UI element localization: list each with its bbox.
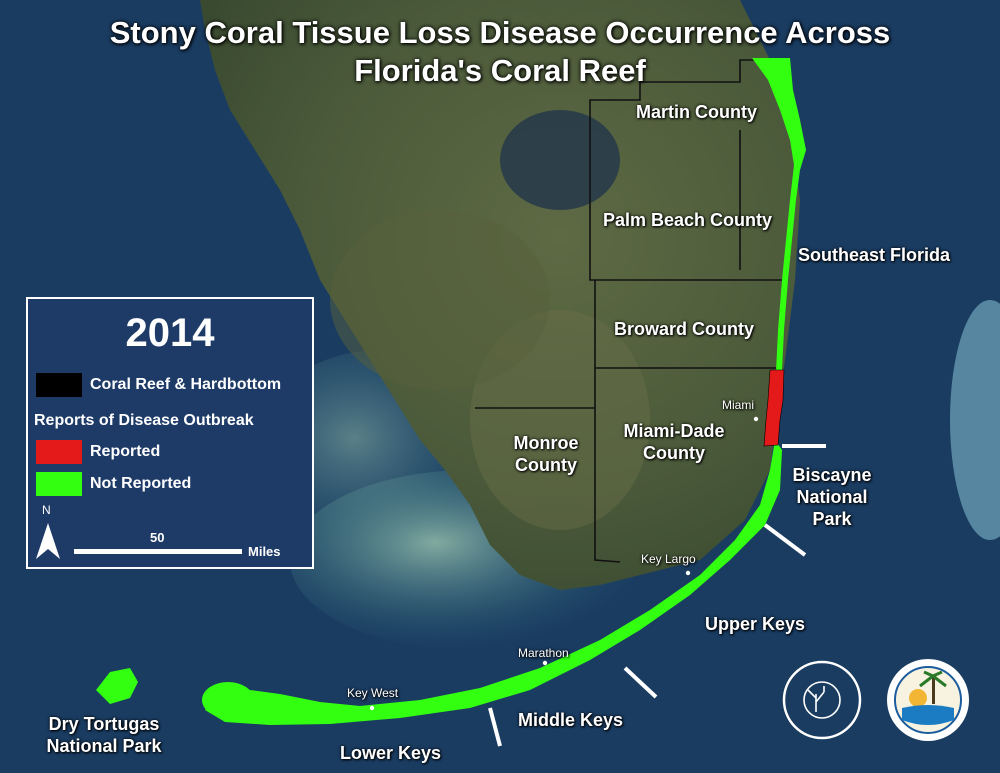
lower-keys-callout: [488, 707, 502, 747]
martin-boundary: [589, 59, 760, 130]
coral-reef-logo: [782, 660, 862, 740]
middle-keys-callout: [623, 666, 658, 699]
legend-swatch-reported: [36, 440, 82, 464]
lake-okeechobee: [500, 110, 620, 210]
bahamas-bank: [950, 300, 1000, 540]
fdep-logo: [887, 659, 969, 741]
scale-unit: Miles: [248, 544, 281, 559]
key-largo-marker: [685, 570, 691, 576]
title-line-1: Stony Coral Tissue Loss Disease Occurren…: [109, 15, 891, 50]
label-middle-keys: Middle Keys: [518, 710, 624, 730]
legend-reported-label: Reported: [90, 443, 161, 460]
north-label: N: [42, 503, 51, 517]
legend-swatch-reef: [36, 373, 82, 397]
key-west-marker: [369, 705, 375, 711]
miami-marker: [753, 416, 759, 422]
reef-tract-southeast: [752, 58, 806, 372]
label-palm-beach-county: Palm Beach County: [603, 210, 773, 230]
label-key-largo: Key Largo: [641, 552, 696, 566]
label-upper-keys: Upper Keys: [705, 614, 806, 634]
place-markers: [369, 416, 759, 711]
label-miami: Miami: [722, 398, 754, 412]
label-miami-dade-county: Miami-Dade County: [623, 421, 725, 463]
legend-reef-label: Coral Reef & Hardbottom: [90, 376, 282, 393]
county-boundaries: [475, 59, 785, 563]
legend-box: 2014 Coral Reef & Hardbottom Reports of …: [26, 297, 314, 569]
scale-bar: [74, 549, 242, 554]
label-biscayne-national-park: Biscayne National Park: [792, 465, 872, 529]
dry-tortugas-reef: [96, 668, 138, 704]
label-southeast-florida: Southeast Florida: [798, 245, 951, 265]
legend-swatch-not-reported: [36, 472, 82, 496]
big-cypress-shade: [330, 210, 550, 390]
upper-keys-callout: [763, 523, 807, 557]
palm-beach-south-boundary: [589, 130, 785, 281]
legend-not-reported-label: Not Reported: [90, 475, 192, 492]
label-dry-tortugas-national-park: Dry Tortugas National Park: [46, 714, 162, 756]
marathon-marker: [542, 660, 548, 666]
label-monroe-county: Monroe County: [513, 433, 579, 475]
label-key-west: Key West: [347, 686, 399, 700]
title-line-2: Florida's Coral Reef: [354, 53, 646, 88]
north-arrow-icon: [36, 523, 60, 559]
reef-tract-reported: [763, 369, 785, 447]
label-marathon: Marathon: [518, 646, 569, 660]
legend-reports-heading: Reports of Disease Outbreak: [34, 412, 254, 429]
callout-lines: [488, 444, 826, 747]
label-broward-county: Broward County: [614, 319, 755, 339]
marquesas-reef: [202, 682, 254, 718]
reef-tract-keys: [205, 440, 782, 725]
scale-value: 50: [150, 530, 165, 545]
legend-year: 2014: [125, 311, 215, 355]
label-martin-county: Martin County: [636, 102, 757, 122]
map-title: Stony Coral Tissue Loss Disease Occurren…: [0, 14, 1000, 90]
label-lower-keys: Lower Keys: [340, 743, 442, 763]
miami-dade-west-boundary: [594, 280, 621, 563]
